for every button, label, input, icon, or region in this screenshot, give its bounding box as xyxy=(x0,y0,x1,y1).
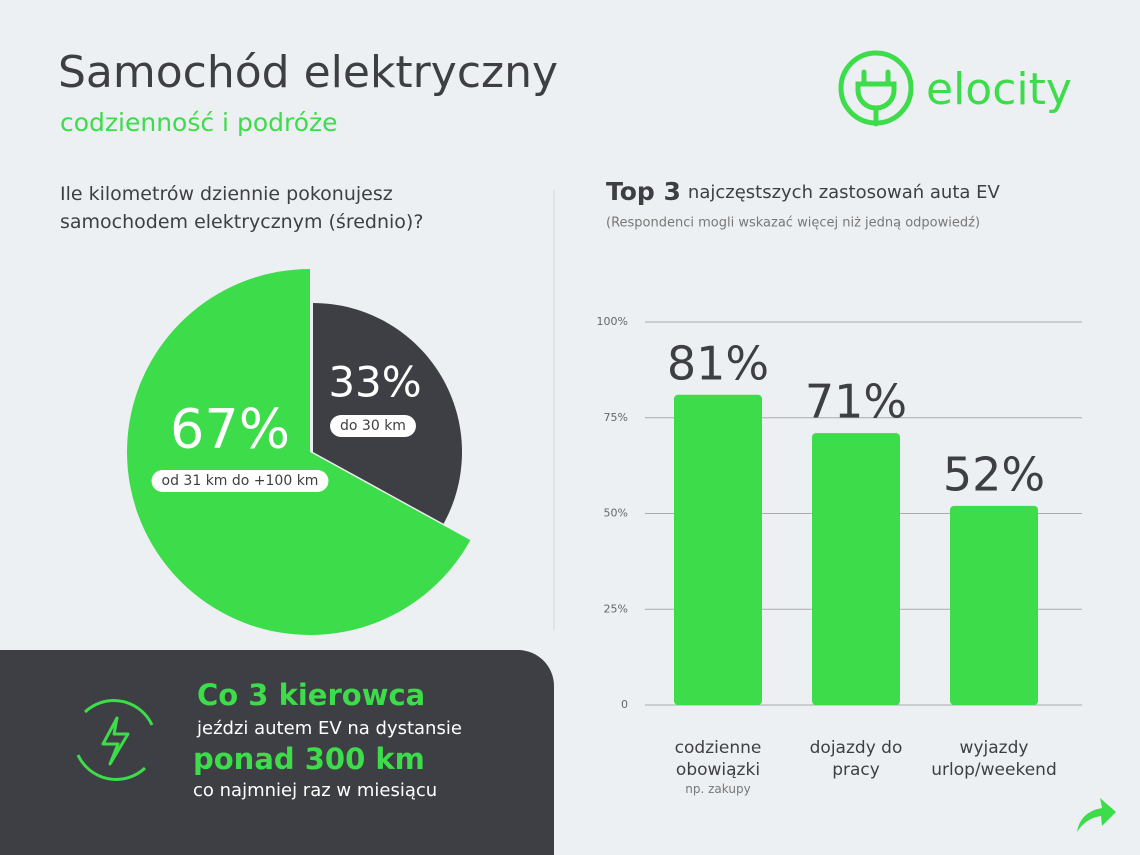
bar-subtitle: (Respondenci mogli wskazać więcej niż je… xyxy=(606,216,980,231)
pie-value-label: 67% xyxy=(170,398,290,461)
label-pill xyxy=(330,415,416,437)
callout-icon xyxy=(76,699,154,781)
callout-highlight: ponad 300 km xyxy=(193,742,425,776)
y-tick-label: 0 xyxy=(621,698,628,711)
x-tick-label: wyjazdy urlop/weekend xyxy=(931,738,1057,780)
bar-title-rest: najczęstszych zastosowań auta EV xyxy=(688,182,1001,203)
bar-value-label: 81% xyxy=(667,336,769,390)
bar-title: Top 3 najczęstszych zastosowań auta EV xyxy=(606,177,1001,206)
bar-value-label: 52% xyxy=(943,447,1045,501)
pie-value-label: 33% xyxy=(328,358,421,407)
label-pill xyxy=(151,470,329,492)
pie-category-label: od 31 km do +100 km xyxy=(162,473,319,489)
y-tick-label: 25% xyxy=(604,602,628,615)
x-tick-label: dojazdy do pracy xyxy=(809,738,903,780)
bar-value-label: 71% xyxy=(805,375,907,429)
next-arrow[interactable] xyxy=(1077,798,1116,832)
callout-text: co najmniej raz w miesiącu xyxy=(193,780,437,801)
bar xyxy=(674,394,762,705)
bar xyxy=(950,505,1038,705)
y-tick-label: 100% xyxy=(597,315,628,328)
bar xyxy=(812,433,900,705)
pie-category-label: do 30 km xyxy=(340,418,406,434)
category-note: np. zakupy xyxy=(685,782,751,796)
pie-slice xyxy=(127,269,471,635)
title: Samochód elektryczny xyxy=(58,47,558,98)
callout-panel xyxy=(0,650,554,855)
callout-text: jeździ autem EV na dystansie xyxy=(196,718,462,739)
pie-slice xyxy=(313,303,463,524)
subtitle: codzienność i podróże xyxy=(60,108,338,137)
y-tick-label: 50% xyxy=(604,507,628,520)
logo-icon xyxy=(838,50,914,127)
callout-lead: Co 3 kierowca xyxy=(197,678,425,712)
bar-title-lead: Top 3 xyxy=(606,177,681,206)
pie-title: Ile kilometrów dziennie pokonujesz samoc… xyxy=(60,183,424,233)
x-tick-label: codzienne obowiązki xyxy=(674,738,762,780)
logo: elocity xyxy=(926,64,1072,115)
y-tick-label: 75% xyxy=(604,411,628,424)
